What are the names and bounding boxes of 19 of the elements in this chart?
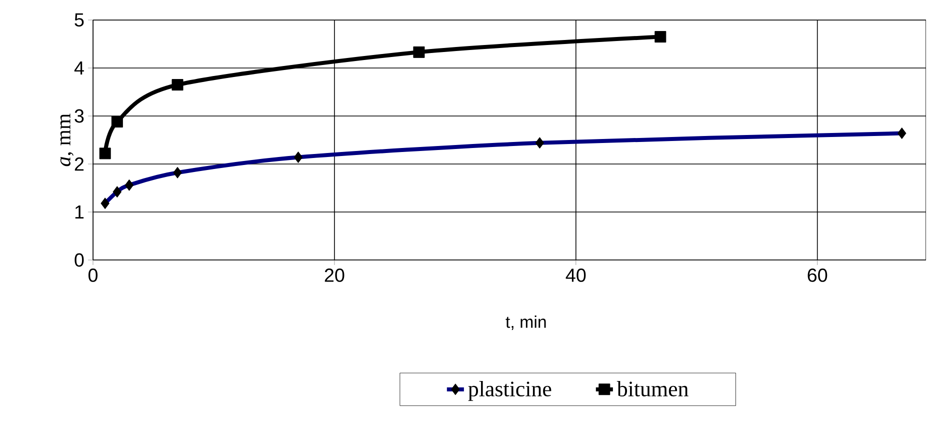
point — [111, 116, 123, 128]
point — [413, 46, 425, 58]
y-tick-label: 3 — [74, 109, 84, 123]
x-axis-title: t, min — [506, 316, 546, 330]
y-axis-title: a, mm — [60, 114, 74, 166]
y-tick-label: 0 — [74, 253, 84, 267]
point — [99, 148, 111, 160]
point — [172, 79, 184, 91]
x-tick-label: 0 — [88, 268, 98, 282]
legend-label: bitumen — [616, 381, 688, 396]
y-tick-label: 5 — [74, 13, 84, 27]
y-tick-label: 4 — [74, 61, 84, 75]
y-tick-label: 1 — [75, 205, 84, 219]
x-tick-label: 40 — [566, 268, 586, 282]
x-tick-label: 20 — [324, 268, 344, 282]
x-tick-label: 60 — [808, 268, 828, 282]
legend-label: plasticine — [468, 381, 552, 401]
point — [654, 31, 666, 43]
y-tick-label: 2 — [74, 157, 84, 171]
